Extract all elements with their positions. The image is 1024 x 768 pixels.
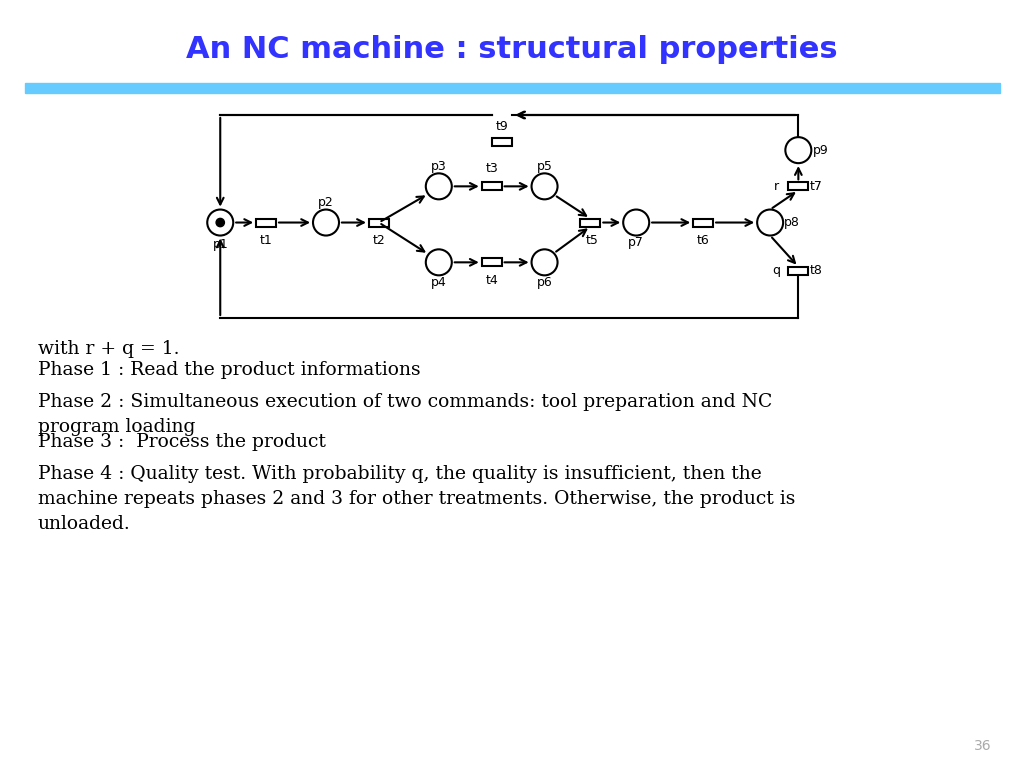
Text: Phase 4 : Quality test. With probability q, the quality is insufficient, then th: Phase 4 : Quality test. With probability…: [38, 465, 796, 533]
Text: p2: p2: [318, 196, 334, 209]
Text: p8: p8: [784, 216, 800, 229]
Text: p6: p6: [537, 276, 552, 289]
Text: t2: t2: [373, 234, 385, 247]
Circle shape: [531, 174, 557, 200]
Bar: [481, 182, 502, 190]
Bar: [25, 83, 1000, 93]
Text: p7: p7: [629, 236, 644, 249]
Circle shape: [531, 250, 557, 276]
Text: p5: p5: [537, 160, 553, 173]
Text: r: r: [774, 180, 779, 193]
Text: p4: p4: [431, 276, 446, 289]
Circle shape: [313, 210, 339, 236]
Circle shape: [757, 210, 783, 236]
Text: 36: 36: [975, 739, 992, 753]
Circle shape: [216, 218, 224, 227]
Circle shape: [785, 137, 811, 163]
Text: An NC machine : structural properties: An NC machine : structural properties: [186, 35, 838, 65]
Text: t5: t5: [586, 234, 599, 247]
Text: q: q: [772, 264, 780, 277]
Bar: [256, 219, 276, 227]
Circle shape: [426, 250, 452, 276]
Text: Phase 1 : Read the product informations: Phase 1 : Read the product informations: [38, 361, 421, 379]
Text: Phase 3 :  Process the product: Phase 3 : Process the product: [38, 433, 326, 451]
Text: t4: t4: [485, 274, 498, 286]
Text: t1: t1: [260, 234, 272, 247]
Text: t7: t7: [810, 180, 823, 193]
Bar: [581, 219, 600, 227]
Text: t9: t9: [496, 121, 509, 133]
Circle shape: [207, 210, 233, 236]
Text: t8: t8: [810, 264, 823, 277]
Text: t3: t3: [485, 162, 498, 175]
Circle shape: [624, 210, 649, 236]
Text: p3: p3: [431, 160, 446, 173]
Bar: [481, 258, 502, 266]
Bar: [788, 182, 808, 190]
Text: Phase 2 : Simultaneous execution of two commands: tool preparation and NC
progra: Phase 2 : Simultaneous execution of two …: [38, 393, 772, 436]
Text: t6: t6: [696, 234, 710, 247]
Text: p9: p9: [812, 144, 828, 157]
Bar: [693, 219, 713, 227]
Bar: [369, 219, 389, 227]
Text: p1: p1: [212, 238, 228, 251]
Bar: [788, 266, 808, 275]
Text: with r + q = 1.: with r + q = 1.: [38, 340, 179, 358]
Circle shape: [426, 174, 452, 200]
Bar: [493, 137, 512, 146]
